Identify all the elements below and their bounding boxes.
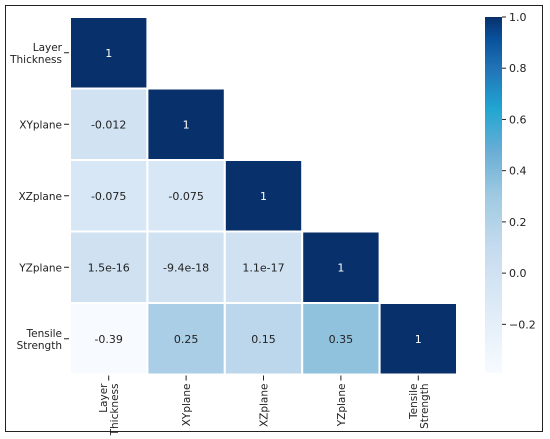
heatmap-cell (223, 302, 304, 376)
x-tick-label: YZplane (336, 384, 348, 428)
y-tick-label: YZplane (18, 262, 62, 274)
cell-value-label: 1 (337, 261, 344, 274)
cell-value-label: -0.075 (91, 190, 126, 203)
colorbar-gradient (485, 17, 502, 373)
cell-value-label: -0.075 (168, 190, 203, 203)
cell-value-label: -0.39 (94, 333, 122, 346)
colorbar-tick-label: −0.2 (509, 318, 536, 331)
x-tick-label: Layer (98, 383, 110, 413)
y-tick-label: Strength (17, 340, 62, 352)
y-tick-label: Thickness (9, 54, 62, 66)
colorbar: 1.0 0.8 0.6 0.4 0.2 0.0 −0.2 (485, 11, 536, 373)
cell-value-label: 0.15 (251, 333, 276, 346)
cell-value-label: -9.4e-18 (163, 261, 209, 274)
x-tick-label: Thickness (109, 384, 121, 437)
heatmap-cells: 1 -0.012 1 -0.075 -0.075 1 1.5e-16 -9.4e-18 1.1e… (69, 16, 459, 376)
heatmap-cell (146, 159, 226, 233)
cell-value-label: 1 (415, 333, 422, 346)
cell-value-label: 0.35 (329, 333, 354, 346)
x-tick-label: XYplane (181, 384, 193, 427)
cell-value-label: 1.1e-17 (242, 261, 284, 274)
x-tick-label: XZplane (259, 384, 271, 428)
heatmap-cell (223, 230, 304, 304)
y-tick-label: Tensile (25, 328, 62, 340)
colorbar-tick-label: 0.4 (509, 165, 527, 178)
cell-value-label: 1.5e-16 (88, 261, 130, 274)
colorbar-tick-label: 0.6 (509, 113, 527, 126)
colorbar-tick-label: 1.0 (509, 11, 527, 24)
cell-value-label: 1 (105, 47, 112, 60)
x-axis-tick-labels: Layer Thickness XYplane XZplane YZplane Tensi… (98, 375, 431, 437)
cell-value-label: 1 (183, 118, 190, 131)
heatmap-cell (69, 302, 149, 376)
colorbar-tick-label: 0.8 (509, 62, 527, 75)
x-tick-label: Strength (419, 384, 431, 429)
colorbar-tick-label: 0.2 (509, 216, 527, 229)
y-tick-label: Layer (33, 42, 63, 54)
heatmap-cell (69, 230, 149, 304)
heatmap-cell (301, 230, 381, 304)
cell-value-label: -0.012 (91, 118, 126, 131)
y-tick-label: XZplane (18, 191, 62, 203)
heatmap-cell (69, 16, 149, 90)
y-tick-label: XYplane (19, 119, 62, 131)
heatmap-cell (146, 302, 226, 376)
heatmap-cell (146, 87, 226, 161)
cell-value-label: 0.25 (174, 333, 199, 346)
colorbar-tick-label: 0.0 (509, 267, 527, 280)
cell-value-label: 1 (260, 190, 267, 203)
x-tick-label: Tensile (408, 384, 420, 421)
heatmap-cell (378, 302, 459, 376)
